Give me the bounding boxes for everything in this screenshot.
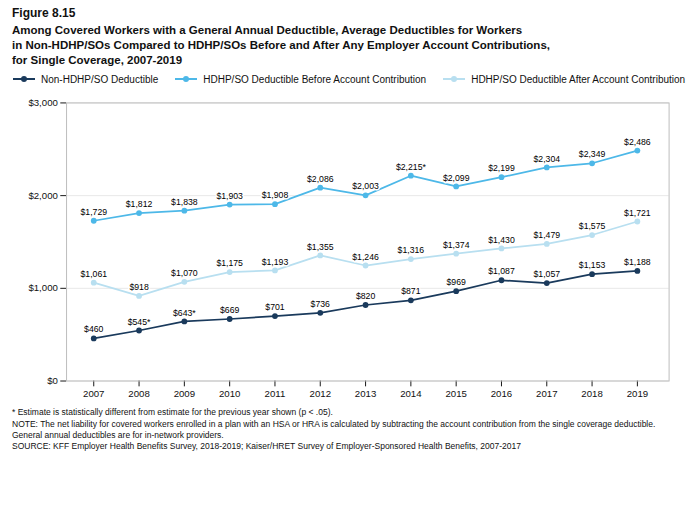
svg-text:$1,575: $1,575 [579,221,606,231]
svg-text:$1,193: $1,193 [262,256,289,266]
svg-text:2013: 2013 [355,387,376,398]
svg-text:$820: $820 [356,291,375,301]
svg-text:$918: $918 [129,282,148,292]
svg-text:$2,304: $2,304 [533,153,560,163]
svg-text:2018: 2018 [581,387,602,398]
svg-text:$1,188: $1,188 [624,257,651,267]
svg-text:2008: 2008 [128,387,149,398]
svg-text:$1,070: $1,070 [171,268,198,278]
svg-text:$460: $460 [84,324,103,334]
svg-text:2019: 2019 [627,387,648,398]
svg-text:$1,721: $1,721 [624,207,651,217]
svg-text:$1,908: $1,908 [262,190,289,200]
html-text:NOTE: The net liability for co: NOTE: The net liability for covered work… [12,418,656,440]
svg-text:$1,061: $1,061 [80,269,107,279]
svg-text:$871: $871 [401,286,420,296]
svg-text:$1,903: $1,903 [216,191,243,201]
svg-text:$669: $669 [220,305,239,315]
svg-text:$1,087: $1,087 [488,266,515,276]
svg-text:$2,199: $2,199 [488,163,515,173]
svg-text:$2,086: $2,086 [307,174,334,184]
html-text:Among Covered Workers with a G: Among Covered Workers with a General Ann… [12,24,550,66]
svg-text:$1,729: $1,729 [80,207,107,217]
svg-text:2014: 2014 [400,387,422,398]
html-text:SOURCE: KFF Employer Health Be: SOURCE: KFF Employer Health Benefits Sur… [12,440,521,451]
svg-text:2015: 2015 [445,387,466,398]
svg-text:$1,479: $1,479 [533,230,560,240]
svg-text:$1,374: $1,374 [443,240,470,250]
svg-text:2011: 2011 [265,387,286,398]
svg-text:$736: $736 [311,299,330,309]
svg-text:$1,175: $1,175 [216,258,243,268]
svg-text:$3,000: $3,000 [28,97,57,108]
svg-text:2012: 2012 [310,387,331,398]
svg-text:$2,003: $2,003 [352,181,379,191]
svg-text:$1,316: $1,316 [398,245,425,255]
svg-text:$643*: $643* [173,307,196,317]
svg-text:2017: 2017 [536,387,557,398]
svg-text:2016: 2016 [491,387,512,398]
svg-text:$1,246: $1,246 [352,251,379,261]
svg-text:$2,486: $2,486 [624,136,651,146]
svg-text:$701: $701 [265,302,284,312]
svg-text:$1,355: $1,355 [307,241,334,251]
svg-text:$2,099: $2,099 [443,172,470,182]
html-text:HDHP/SO Deductible After Accou: HDHP/SO Deductible After Account Contrib… [471,73,686,85]
svg-text:$545*: $545* [128,316,151,326]
svg-text:$1,153: $1,153 [579,260,606,270]
svg-text:$1,000: $1,000 [28,282,57,293]
svg-text:$1,812: $1,812 [126,199,153,209]
svg-text:$1,430: $1,430 [488,234,515,244]
svg-text:$2,000: $2,000 [28,190,57,201]
svg-text:2010: 2010 [219,387,240,398]
html-text:Figure 8.15: Figure 8.15 [12,6,76,20]
svg-text:$1,838: $1,838 [171,197,198,207]
svg-text:$969: $969 [447,277,466,287]
svg-text:$2,215*: $2,215* [396,162,427,172]
svg-text:2009: 2009 [174,387,195,398]
html-text:Non-HDHP/SO Deductible: Non-HDHP/SO Deductible [41,73,159,85]
html-text:HDHP/SO Deductible Before Acco: HDHP/SO Deductible Before Account Contri… [203,73,427,85]
svg-text:$1,057: $1,057 [533,269,560,279]
html-text:* Estimate is statistically di: * Estimate is statistically different fr… [12,407,333,418]
svg-text:2007: 2007 [83,387,104,398]
svg-text:$2,349: $2,349 [579,149,606,159]
svg-text:$0: $0 [47,375,58,386]
